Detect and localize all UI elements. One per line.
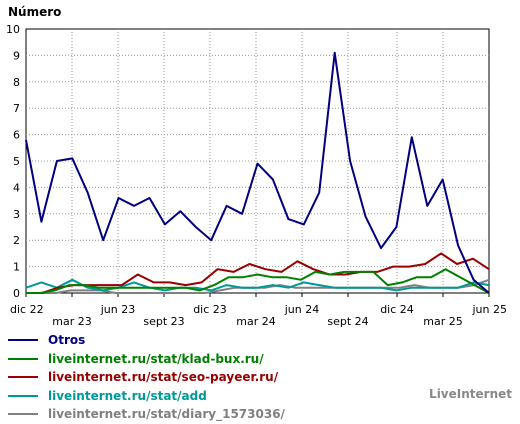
- legend-label-seo-payeer: liveinternet.ru/stat/seo-payeer.ru/: [48, 370, 279, 385]
- y-tick-label: 8: [13, 76, 20, 89]
- y-tick-label: 6: [13, 129, 20, 142]
- legend-item-otros: Otros: [8, 331, 285, 350]
- x-tick-label: dic 24: [380, 303, 414, 316]
- x-tick-label: sept 23: [143, 315, 184, 328]
- x-tick-label: mar 25: [423, 315, 462, 328]
- x-tick-label: jun 25: [472, 303, 508, 316]
- x-tick-label: dic 22: [10, 303, 44, 316]
- y-tick-label: 10: [6, 23, 20, 36]
- y-tick-label: 4: [13, 181, 20, 194]
- x-tick-label: jun 24: [284, 303, 320, 316]
- y-tick-label: 0: [13, 287, 20, 300]
- series-line: [26, 268, 490, 294]
- x-tick-label: jun 23: [100, 303, 136, 316]
- legend-label-otros: Otros: [48, 333, 86, 348]
- legend-swatch-otros: [8, 339, 38, 342]
- x-tick-labels: dic 22 mar 23 jun 23 sept 23 dic 23 mar 24 jun…: [10, 293, 507, 328]
- x-tick-label: mar 23: [52, 315, 91, 328]
- legend-item-add: liveinternet.ru/stat/add: [8, 387, 285, 406]
- y-tick-label: 9: [13, 49, 20, 62]
- x-tick-label: dic 23: [193, 303, 227, 316]
- y-tick-label: 7: [13, 102, 20, 115]
- legend-item-klad-bux: liveinternet.ru/stat/klad-bux.ru/: [8, 350, 285, 369]
- y-tick-labels: 0 1 2 3 4 5 6 7 8 9 10: [6, 23, 20, 300]
- y-axis-label: Número: [8, 5, 61, 19]
- y-tick-label: 2: [13, 234, 20, 247]
- legend-swatch-diary: [8, 413, 38, 416]
- y-tick-label: 5: [13, 155, 20, 168]
- legend-label-diary: liveinternet.ru/stat/diary_1573036/: [48, 407, 285, 422]
- series-line: [26, 252, 490, 294]
- legend-label-add: liveinternet.ru/stat/add: [48, 388, 207, 403]
- legend-item-diary: liveinternet.ru/stat/diary_1573036/: [8, 405, 285, 424]
- x-tick-label: sept 24: [327, 315, 368, 328]
- series-lines: [25, 51, 490, 294]
- y-tick-label: 3: [13, 208, 20, 221]
- series-line: [25, 51, 490, 294]
- legend-swatch-add: [8, 394, 38, 397]
- series-line: [25, 278, 490, 292]
- legend-swatch-klad-bux: [8, 357, 38, 360]
- line-chart: Número 0 1 2 3 4 5 6 7 8 9 10 dic 22 mar 23 jun 23 se…: [6, 5, 507, 328]
- legend: Otros liveinternet.ru/stat/klad-bux.ru/ …: [8, 331, 285, 424]
- brand-label: LiveInternet: [429, 387, 512, 401]
- legend-item-seo-payeer: liveinternet.ru/stat/seo-payeer.ru/: [8, 368, 285, 387]
- y-tick-label: 1: [13, 261, 20, 274]
- x-tick-label: mar 24: [236, 315, 275, 328]
- legend-label-klad-bux: liveinternet.ru/stat/klad-bux.ru/: [48, 351, 264, 366]
- legend-swatch-seo-payeer: [8, 376, 38, 379]
